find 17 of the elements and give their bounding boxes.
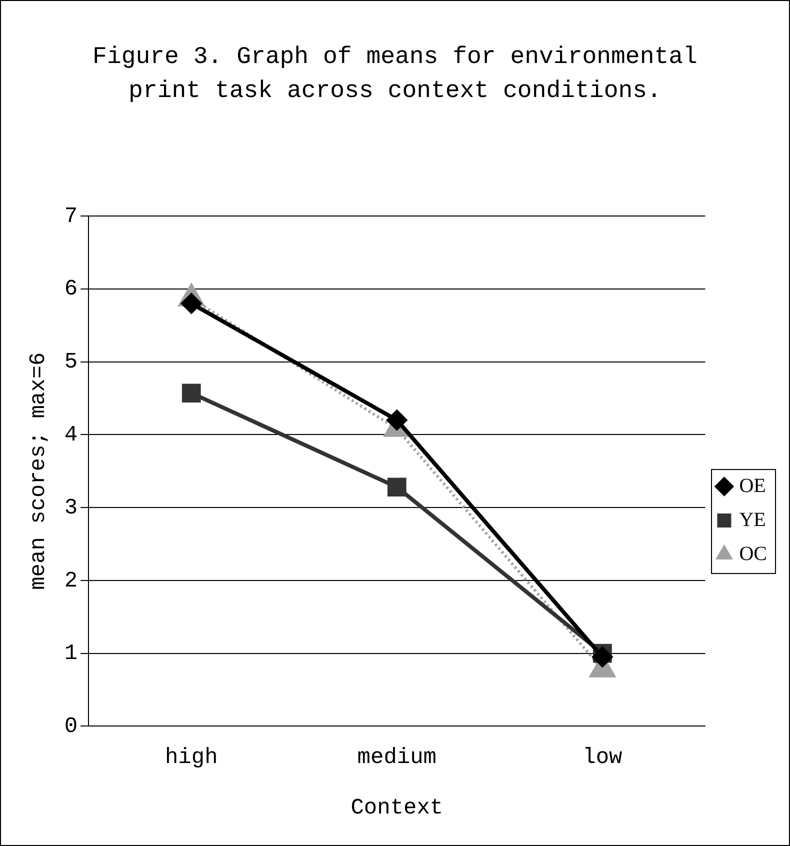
y-tick-label: 7 [64, 204, 78, 229]
legend-label: OC [739, 542, 768, 565]
y-tick-label: 0 [64, 714, 78, 740]
y-tick-label: 5 [64, 350, 78, 375]
y-tick-label: 1 [64, 641, 78, 666]
y-axis-title: mean scores; max=6 [26, 352, 52, 590]
chart-title: Figure 3. Graph of means for environmental print task across context conditions. [92, 43, 698, 107]
x-tick-label: medium [357, 745, 437, 770]
y-tick-label: 3 [64, 495, 78, 520]
x-axis-title: Context [350, 796, 444, 821]
legend-label: OE [739, 474, 766, 497]
x-tick-label: low [582, 745, 622, 770]
y-tick-label: 6 [64, 276, 78, 302]
x-tick-label: high [164, 745, 218, 770]
y-tick-label: 4 [64, 422, 78, 448]
y-tick-label: 2 [64, 568, 78, 594]
legend-label: YE [739, 508, 766, 531]
